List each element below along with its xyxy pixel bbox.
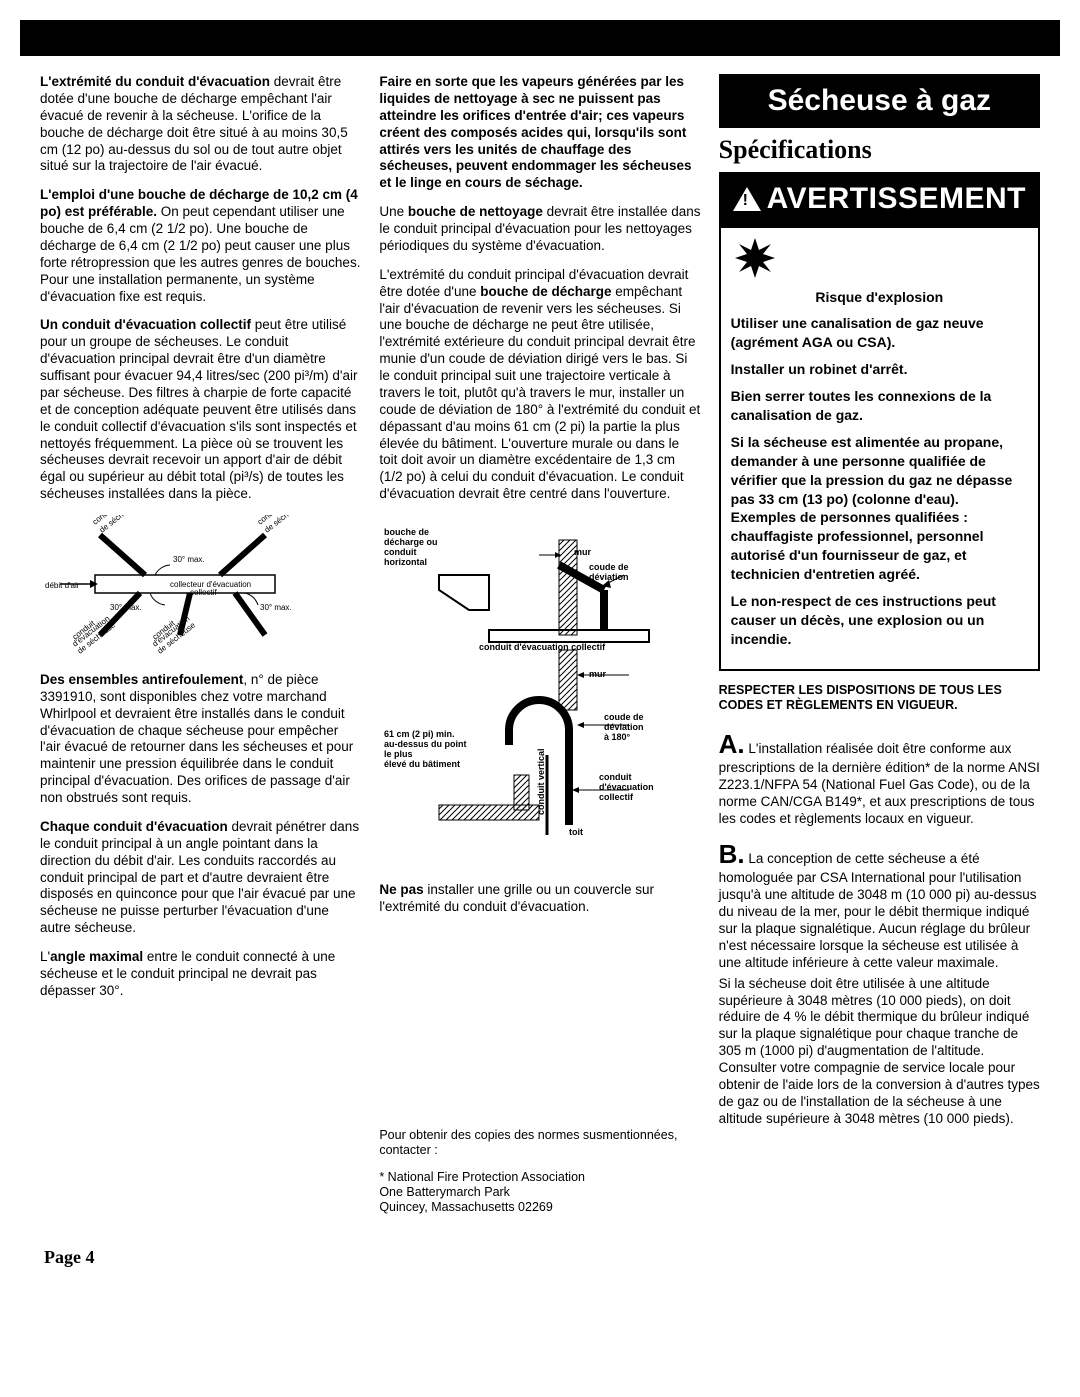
page-number: Page 4 <box>0 1247 1080 1288</box>
svg-text:conduit: conduit <box>599 772 632 782</box>
c1-p2: L'emploi d'une bouche de décharge de 10,… <box>40 187 361 305</box>
c1-p4-rest: , n° de pièce 3391910, sont disponibles … <box>40 672 353 805</box>
diagram-1: conduit d'évacuation de sécheuse conduit… <box>40 515 361 658</box>
c1-p4-bold: Des ensembles antirefoulement <box>40 672 243 687</box>
specs-subtitle: Spécifications <box>719 134 1040 167</box>
c1-p3-rest: peut être utilisé pour un groupe de séch… <box>40 317 357 501</box>
letter-A: A. <box>719 729 745 759</box>
c1-p6-bold: angle maximal <box>50 949 143 964</box>
c1-p1-bold: L'extrémité du conduit d'évacuation <box>40 74 270 89</box>
B-text2: Si la sécheuse doit être utilisée à une … <box>719 976 1040 1128</box>
svg-text:au-dessus du point: au-dessus du point <box>384 739 467 749</box>
svg-text:le plus: le plus <box>384 749 413 759</box>
c2-p3: L'extrémité du conduit principal d'évacu… <box>379 267 700 503</box>
page-content: L'extrémité du conduit d'évacuation devr… <box>0 56 1080 1247</box>
c2-note1: Pour obtenir des copies des normes susme… <box>379 1128 700 1158</box>
svg-text:conduit d'évacuation collectif: conduit d'évacuation collectif <box>479 642 606 652</box>
svg-text:déviation: déviation <box>604 722 644 732</box>
diagram-2: bouche de décharge ou conduit horizontal… <box>379 515 700 868</box>
section-B: B. La conception de cette sécheuse a été… <box>719 838 1040 1128</box>
svg-text:61 cm (2 pi) min.: 61 cm (2 pi) min. <box>384 729 455 739</box>
c1-p6: L'angle maximal entre le conduit connect… <box>40 949 361 1000</box>
c2-p3-bold: bouche de décharge <box>480 284 611 299</box>
svg-text:mur: mur <box>574 547 592 557</box>
warn-l1: Utiliser une canalisation de gaz neuve (… <box>731 314 1028 352</box>
svg-text:conduit: conduit <box>384 547 417 557</box>
header-bar <box>20 20 1060 56</box>
column-3: Sécheuse à gaz Spécifications AVERTISSEM… <box>719 74 1040 1227</box>
svg-text:conduit vertical: conduit vertical <box>536 748 546 815</box>
svg-text:30° max.: 30° max. <box>173 555 205 564</box>
c1-p5: Chaque conduit d'évacuation devrait péné… <box>40 819 361 937</box>
svg-text:à 180°: à 180° <box>604 732 631 742</box>
warn-l4: Si la sécheuse est alimentée au propane,… <box>731 433 1028 584</box>
A-text: L'installation réalisée doit être confor… <box>719 741 1040 826</box>
c1-p3: Un conduit d'évacuation collectif peut ê… <box>40 317 361 503</box>
c2-p3-rest: empêchant l'air d'évacuation de revenir … <box>379 284 700 502</box>
warn-l3: Bien serrer toutes les connexions de la … <box>731 387 1028 425</box>
svg-text:30° max.: 30° max. <box>260 603 292 612</box>
column-1: L'extrémité du conduit d'évacuation devr… <box>40 74 361 1227</box>
svg-text:décharge ou: décharge ou <box>384 537 438 547</box>
svg-text:collectif: collectif <box>190 588 217 597</box>
c1-p5-bold: Chaque conduit d'évacuation <box>40 819 228 834</box>
svg-text:30° max.: 30° max. <box>110 603 142 612</box>
c1-p6a: L' <box>40 949 50 964</box>
gas-dryer-title: Sécheuse à gaz <box>719 74 1040 128</box>
c2-p2: Une bouche de nettoyage devrait être ins… <box>379 204 700 255</box>
c1-p5-rest: devrait pénétrer dans le conduit princip… <box>40 819 359 935</box>
svg-text:élevé du bâtiment: élevé du bâtiment <box>384 759 460 769</box>
section-A: A. L'installation réalisée doit être con… <box>719 728 1040 828</box>
svg-text:mur: mur <box>589 669 607 679</box>
spacer <box>379 928 700 1128</box>
letter-B: B. <box>719 839 745 869</box>
svg-text:toit: toit <box>569 827 583 837</box>
c2-p2a: Une <box>379 204 408 219</box>
svg-text:d'évacuation: d'évacuation <box>599 782 654 792</box>
c2-p1: Faire en sorte que les vapeurs générées … <box>379 74 700 192</box>
respect-codes: RESPECTER LES DISPOSITIONS DE TOUS LES C… <box>719 683 1040 714</box>
warning-block: Risque d'explosion Utiliser une canalisa… <box>719 226 1040 671</box>
svg-text:déviation: déviation <box>589 572 629 582</box>
warning-label: AVERTISSEMENT <box>767 180 1026 218</box>
c1-p1: L'extrémité du conduit d'évacuation devr… <box>40 74 361 175</box>
warning-heading: AVERTISSEMENT <box>719 172 1040 226</box>
warn-l2: Installer un robinet d'arrêt. <box>731 360 1028 379</box>
B-text: La conception de cette sécheuse a été ho… <box>719 851 1037 970</box>
c1-p3-bold: Un conduit d'évacuation collectif <box>40 317 251 332</box>
svg-text:collectif: collectif <box>599 792 634 802</box>
column-2: Faire en sorte que les vapeurs générées … <box>379 74 700 1227</box>
svg-text:coude de: coude de <box>604 712 644 722</box>
svg-text:coude de: coude de <box>589 562 629 572</box>
warn-l5: Le non-respect de ces instructions peut … <box>731 592 1028 649</box>
svg-text:débit d'air: débit d'air <box>45 581 80 590</box>
c2-p2-bold: bouche de nettoyage <box>408 204 543 219</box>
c1-p4: Des ensembles antirefoulement, n° de piè… <box>40 672 361 807</box>
c2-p4: Ne pas installer une grille ou un couver… <box>379 882 700 916</box>
c2-note2: * National Fire Protection Association O… <box>379 1170 700 1215</box>
warning-triangle-icon <box>733 187 761 211</box>
explosion-icon <box>733 236 777 293</box>
svg-text:bouche de: bouche de <box>384 527 429 537</box>
c2-p4-bold: Ne pas <box>379 882 423 897</box>
svg-text:horizontal: horizontal <box>384 557 427 567</box>
